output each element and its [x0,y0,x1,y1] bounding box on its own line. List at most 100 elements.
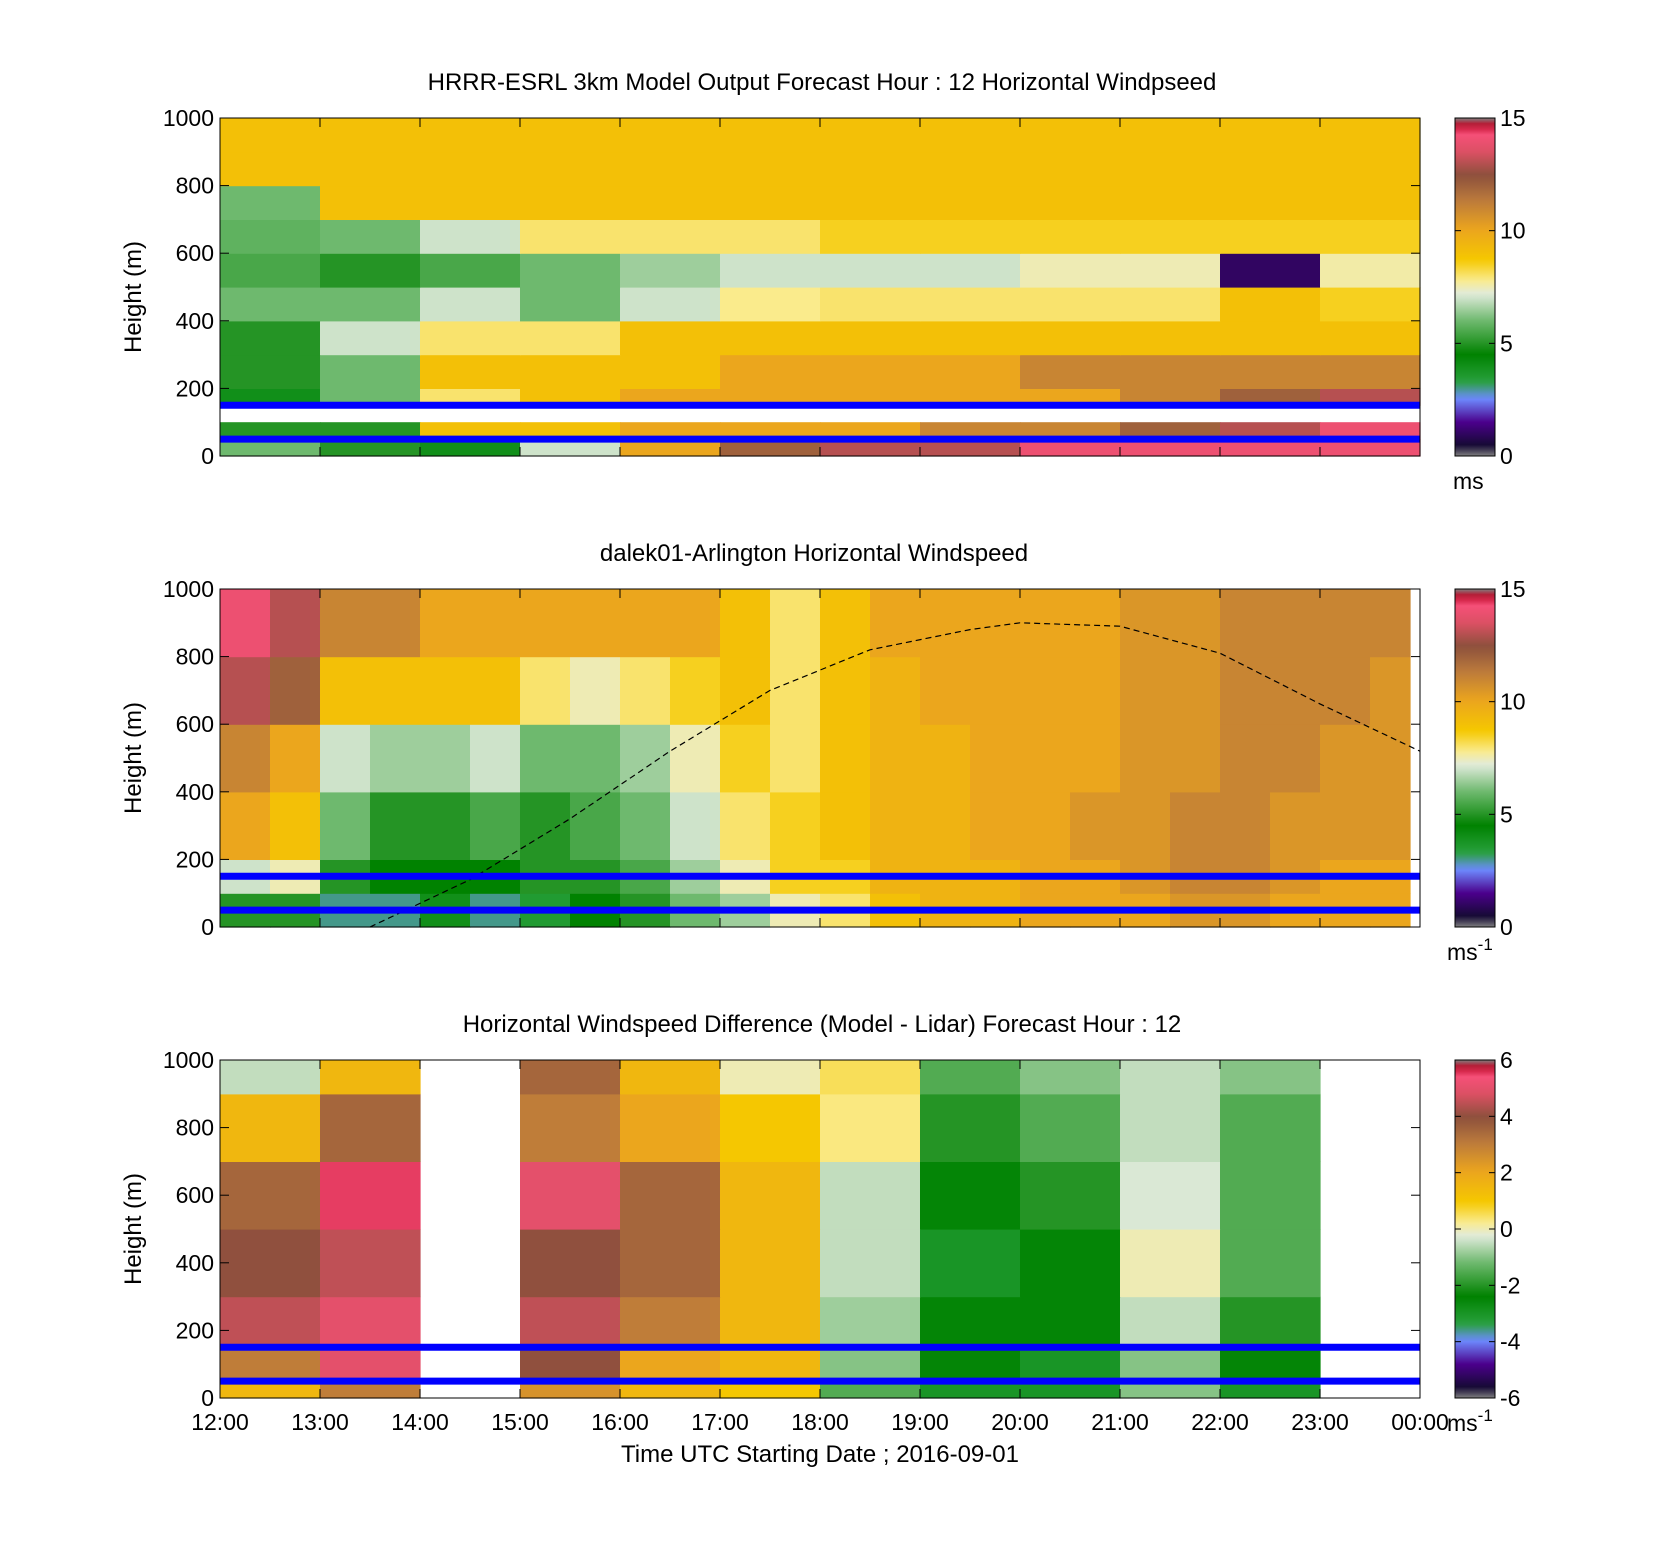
heatmap-cell [1320,253,1421,288]
heatmap-cell [1120,388,1221,406]
colorbar-tick-label: 5 [1500,801,1513,827]
heatmap-cell [220,320,321,356]
colorbar-tick-label: 5 [1500,330,1513,356]
heatmap-cell [520,439,621,457]
heatmap-cell [820,1229,921,1298]
heatmap-cell [820,422,921,440]
heatmap-cell [770,724,821,793]
heatmap-cell [620,1347,721,1382]
heatmap-cell [1370,724,1411,793]
heatmap-cell [470,589,521,658]
heatmap-cell [920,656,971,725]
panel-lidar-colorbar: 0 5 10 15 ms-1 [1447,576,1526,965]
heatmap-cell [520,185,621,220]
heatmap-cell [1320,287,1421,322]
panel-model-ylabel: Height (m) [120,241,147,353]
heatmap-cell [720,219,821,254]
panel-difference-ylabel: Height (m) [120,1173,147,1285]
heatmap-cell [420,656,471,725]
heatmap-cell [420,354,521,389]
heatmap-cell [1120,151,1221,187]
heatmap-cell [1320,185,1421,220]
heatmap-cell [1020,1093,1121,1162]
colorbar-tick-label: 15 [1500,105,1526,131]
heatmap-cell [720,1093,821,1162]
heatmap-cell [820,791,871,860]
colorbar-tick-label: 0 [1500,1216,1513,1242]
panel-model-colorbar: 0 5 10 15 ms [1453,105,1526,494]
x-tick-label: 21:00 [1091,1409,1149,1435]
heatmap-cell [1220,422,1321,440]
heatmap-cell [1020,1060,1121,1095]
heatmap-cell [770,791,821,860]
heatmap-cell [320,253,421,288]
heatmap-cell [770,589,821,658]
panel-lidar: dalek01-Arlington Horizontal Windspeed H… [120,540,1526,965]
heatmap-cell [520,724,571,793]
heatmap-cell [720,589,771,658]
heatmap-cell [220,253,321,288]
heatmap-cell [1220,1060,1321,1095]
heatmap-cell [1120,1060,1221,1095]
heatmap-cell [970,791,1021,860]
colorbar-unit-exponent: -1 [1478,1406,1493,1425]
heatmap-cell [1320,151,1421,187]
heatmap-cell [720,1296,821,1348]
heatmap-cell [220,1381,321,1399]
heatmap-cell [920,724,971,793]
colorbar-tick-label: 4 [1500,1103,1513,1129]
heatmap-cell [720,118,821,153]
heatmap-cell [520,1161,621,1230]
heatmap-cell [420,185,521,220]
heatmap-cell [320,589,371,658]
heatmap-cell [1070,656,1121,725]
heatmap-cell [1120,1161,1221,1230]
heatmap-cell [220,388,321,406]
heatmap-cell [420,219,521,254]
heatmap-cell [620,1161,721,1230]
heatmap-cell [1120,320,1221,356]
colorbar-gradient [1454,588,1496,928]
colorbar-tick-label: -4 [1500,1329,1521,1355]
heatmap-cell [1220,320,1321,356]
heatmap-cell [720,1347,821,1382]
heatmap-cell [320,1381,421,1399]
heatmap-cell [1220,439,1321,457]
panel-difference-colorbar: -6 -4 -2 0 2 4 6 ms-1 [1447,1047,1521,1436]
heatmap-cell [670,656,721,725]
colorbar-tick-label: 6 [1500,1047,1513,1073]
heatmap-cell [520,1296,621,1348]
heatmap-cell [1020,1347,1121,1382]
x-tick-label: 15:00 [491,1409,549,1435]
heatmap-cell [270,724,321,793]
heatmap-cell [820,320,921,356]
heatmap-cell [720,320,821,356]
heatmap-cell [1020,151,1121,187]
y-tick-label: 1000 [163,1047,214,1073]
y-tick-label: 800 [176,644,214,670]
heatmap-cell [820,589,871,658]
y-tick-label: 600 [176,711,214,737]
colorbar-tick-label: 10 [1500,218,1526,244]
heatmap-cell [1020,1381,1121,1399]
heatmap-cell [220,656,271,725]
heatmap-cell [620,589,671,658]
heatmap-cell [1220,287,1321,322]
heatmap-cell [720,1161,821,1230]
heatmap-cell [820,253,921,288]
heatmap-cell [1020,656,1071,725]
heatmap-cell [620,791,671,860]
heatmap-cell [1220,219,1321,254]
heatmap-cell [620,253,721,288]
heatmap-cell [220,118,321,153]
heatmap-cell [320,287,421,322]
heatmap-cell [420,388,521,406]
heatmap-cell [1020,185,1121,220]
heatmap-cell [420,287,521,322]
heatmap-cell [1220,1229,1321,1298]
heatmap-cell [820,354,921,389]
heatmap-cell [1120,118,1221,153]
heatmap-cell [920,320,1021,356]
x-tick-label: 14:00 [391,1409,449,1435]
